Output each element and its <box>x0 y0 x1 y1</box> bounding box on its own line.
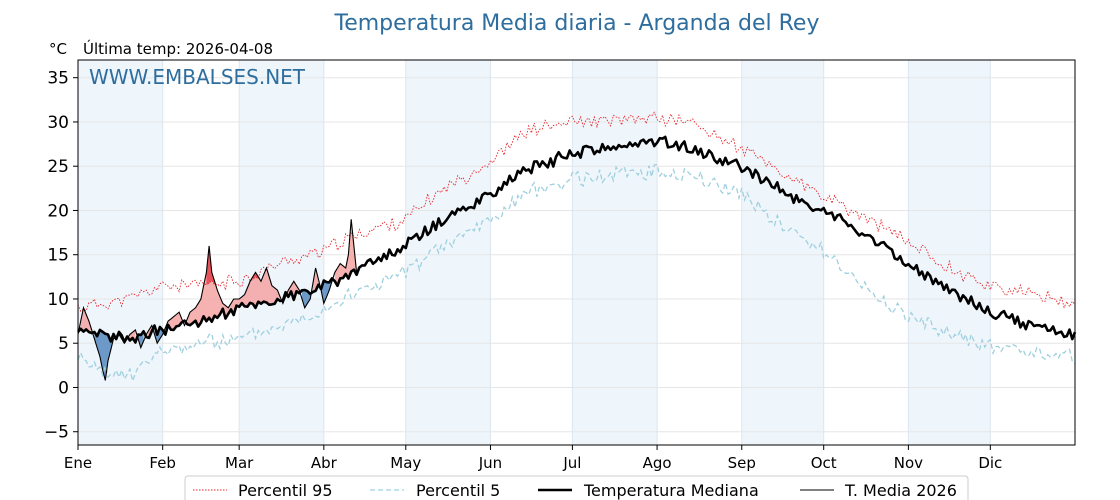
legend-label-percentil-5: Percentil 5 <box>416 481 500 500</box>
month-shade-nov <box>908 60 991 445</box>
series-percentil-5-line <box>77 163 1076 384</box>
y-tick-label: −5 <box>44 423 69 443</box>
x-tick-label-mar: Mar <box>225 454 254 472</box>
watermark: WWW.EMBALSES.NET <box>89 65 306 89</box>
x-tick-label-feb: Feb <box>149 454 176 472</box>
y-tick-label: 35 <box>47 69 69 89</box>
month-shade-may <box>405 60 491 445</box>
series-temperatura-mediana-line <box>77 135 1077 344</box>
month-shading <box>78 60 991 445</box>
x-tick-label-jul: Jul <box>562 454 581 472</box>
legend: Percentil 95 Percentil 5 Temperatura Media… <box>184 475 969 500</box>
month-shade-mar <box>239 60 324 445</box>
chart-title: Temperatura Media diaria - Arganda del R… <box>334 11 820 36</box>
x-tick-label-ago: Ago <box>643 454 672 472</box>
y-axis: −5 0 5 10 15 20 25 30 35 <box>44 69 78 443</box>
y-tick-label: 30 <box>47 113 69 133</box>
x-tick-label-abr: Abr <box>311 454 338 472</box>
month-shade-jul <box>572 60 658 445</box>
below-median-fill <box>302 290 311 308</box>
x-tick-label-oct: Oct <box>811 454 837 472</box>
above-median-fill <box>334 219 357 286</box>
x-axis: Ene Feb Mar Abr May Jun Jul Ago Sep Oct Nov Dic <box>64 445 1002 472</box>
x-tick-label-may: May <box>390 454 421 472</box>
series-t-media-2026-line <box>77 219 358 381</box>
x-tick-label-sep: Sep <box>728 454 756 472</box>
y-tick-label: 10 <box>47 290 69 310</box>
month-shade-ene <box>78 60 163 445</box>
x-tick-label-nov: Nov <box>894 454 923 472</box>
x-tick-label-jun: Jun <box>478 454 502 472</box>
x-tick-label-dic: Dic <box>978 454 1002 472</box>
above-median-fill <box>80 307 92 334</box>
y-tick-label: 20 <box>47 201 69 221</box>
series-lines <box>77 111 1077 384</box>
anomaly-fills <box>80 219 357 381</box>
legend-box <box>184 475 969 500</box>
series-percentil-95-line <box>77 111 1076 313</box>
y-tick-label: 5 <box>58 334 69 354</box>
legend-label-temperatura-mediana: Temperatura Mediana <box>583 481 759 500</box>
y-tick-label: 15 <box>47 246 69 266</box>
y-tick-label: 25 <box>47 157 69 177</box>
plot-frame <box>77 59 1076 446</box>
legend-label-t-media-2026: T. Media 2026 <box>844 481 957 500</box>
month-shade-sep <box>741 60 824 445</box>
last-temp-label: Última temp: 2026-04-08 <box>83 39 273 58</box>
grid <box>77 60 1075 445</box>
above-median-fill <box>165 312 182 335</box>
below-median-fill <box>94 329 114 381</box>
y-axis-unit: °C <box>49 40 67 58</box>
y-tick-label: 0 <box>58 378 69 398</box>
x-tick-label-ene: Ene <box>64 454 92 472</box>
legend-label-percentil-95: Percentil 95 <box>238 481 333 500</box>
